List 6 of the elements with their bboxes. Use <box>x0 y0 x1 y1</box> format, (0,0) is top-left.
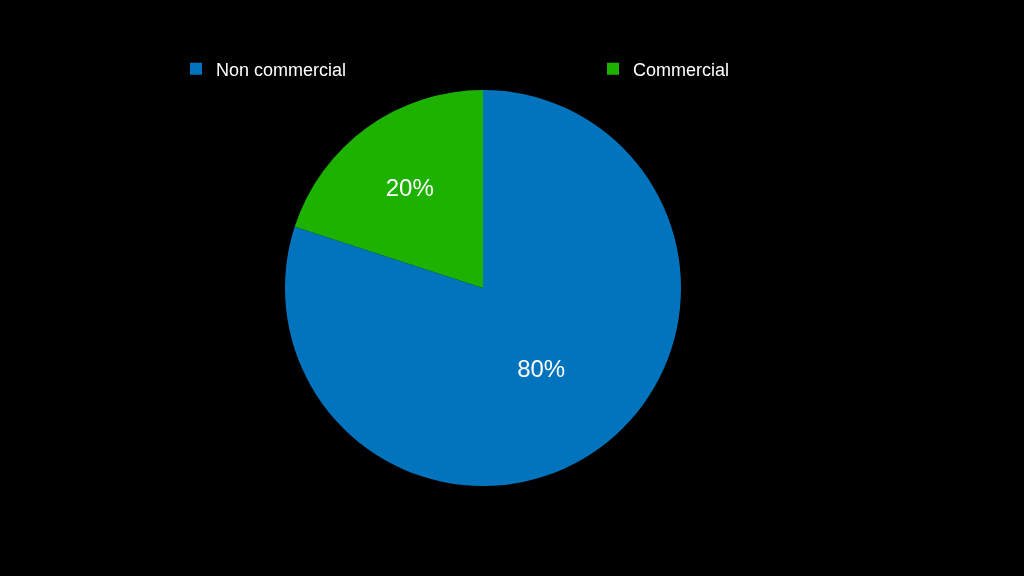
data-label: 80% <box>517 354 566 382</box>
data-label: 20% <box>385 173 434 201</box>
legend-label: Commercial <box>633 59 730 80</box>
pie-slice <box>285 90 681 486</box>
legend-label: Non commercial <box>216 59 347 80</box>
pie-slice <box>294 90 483 288</box>
